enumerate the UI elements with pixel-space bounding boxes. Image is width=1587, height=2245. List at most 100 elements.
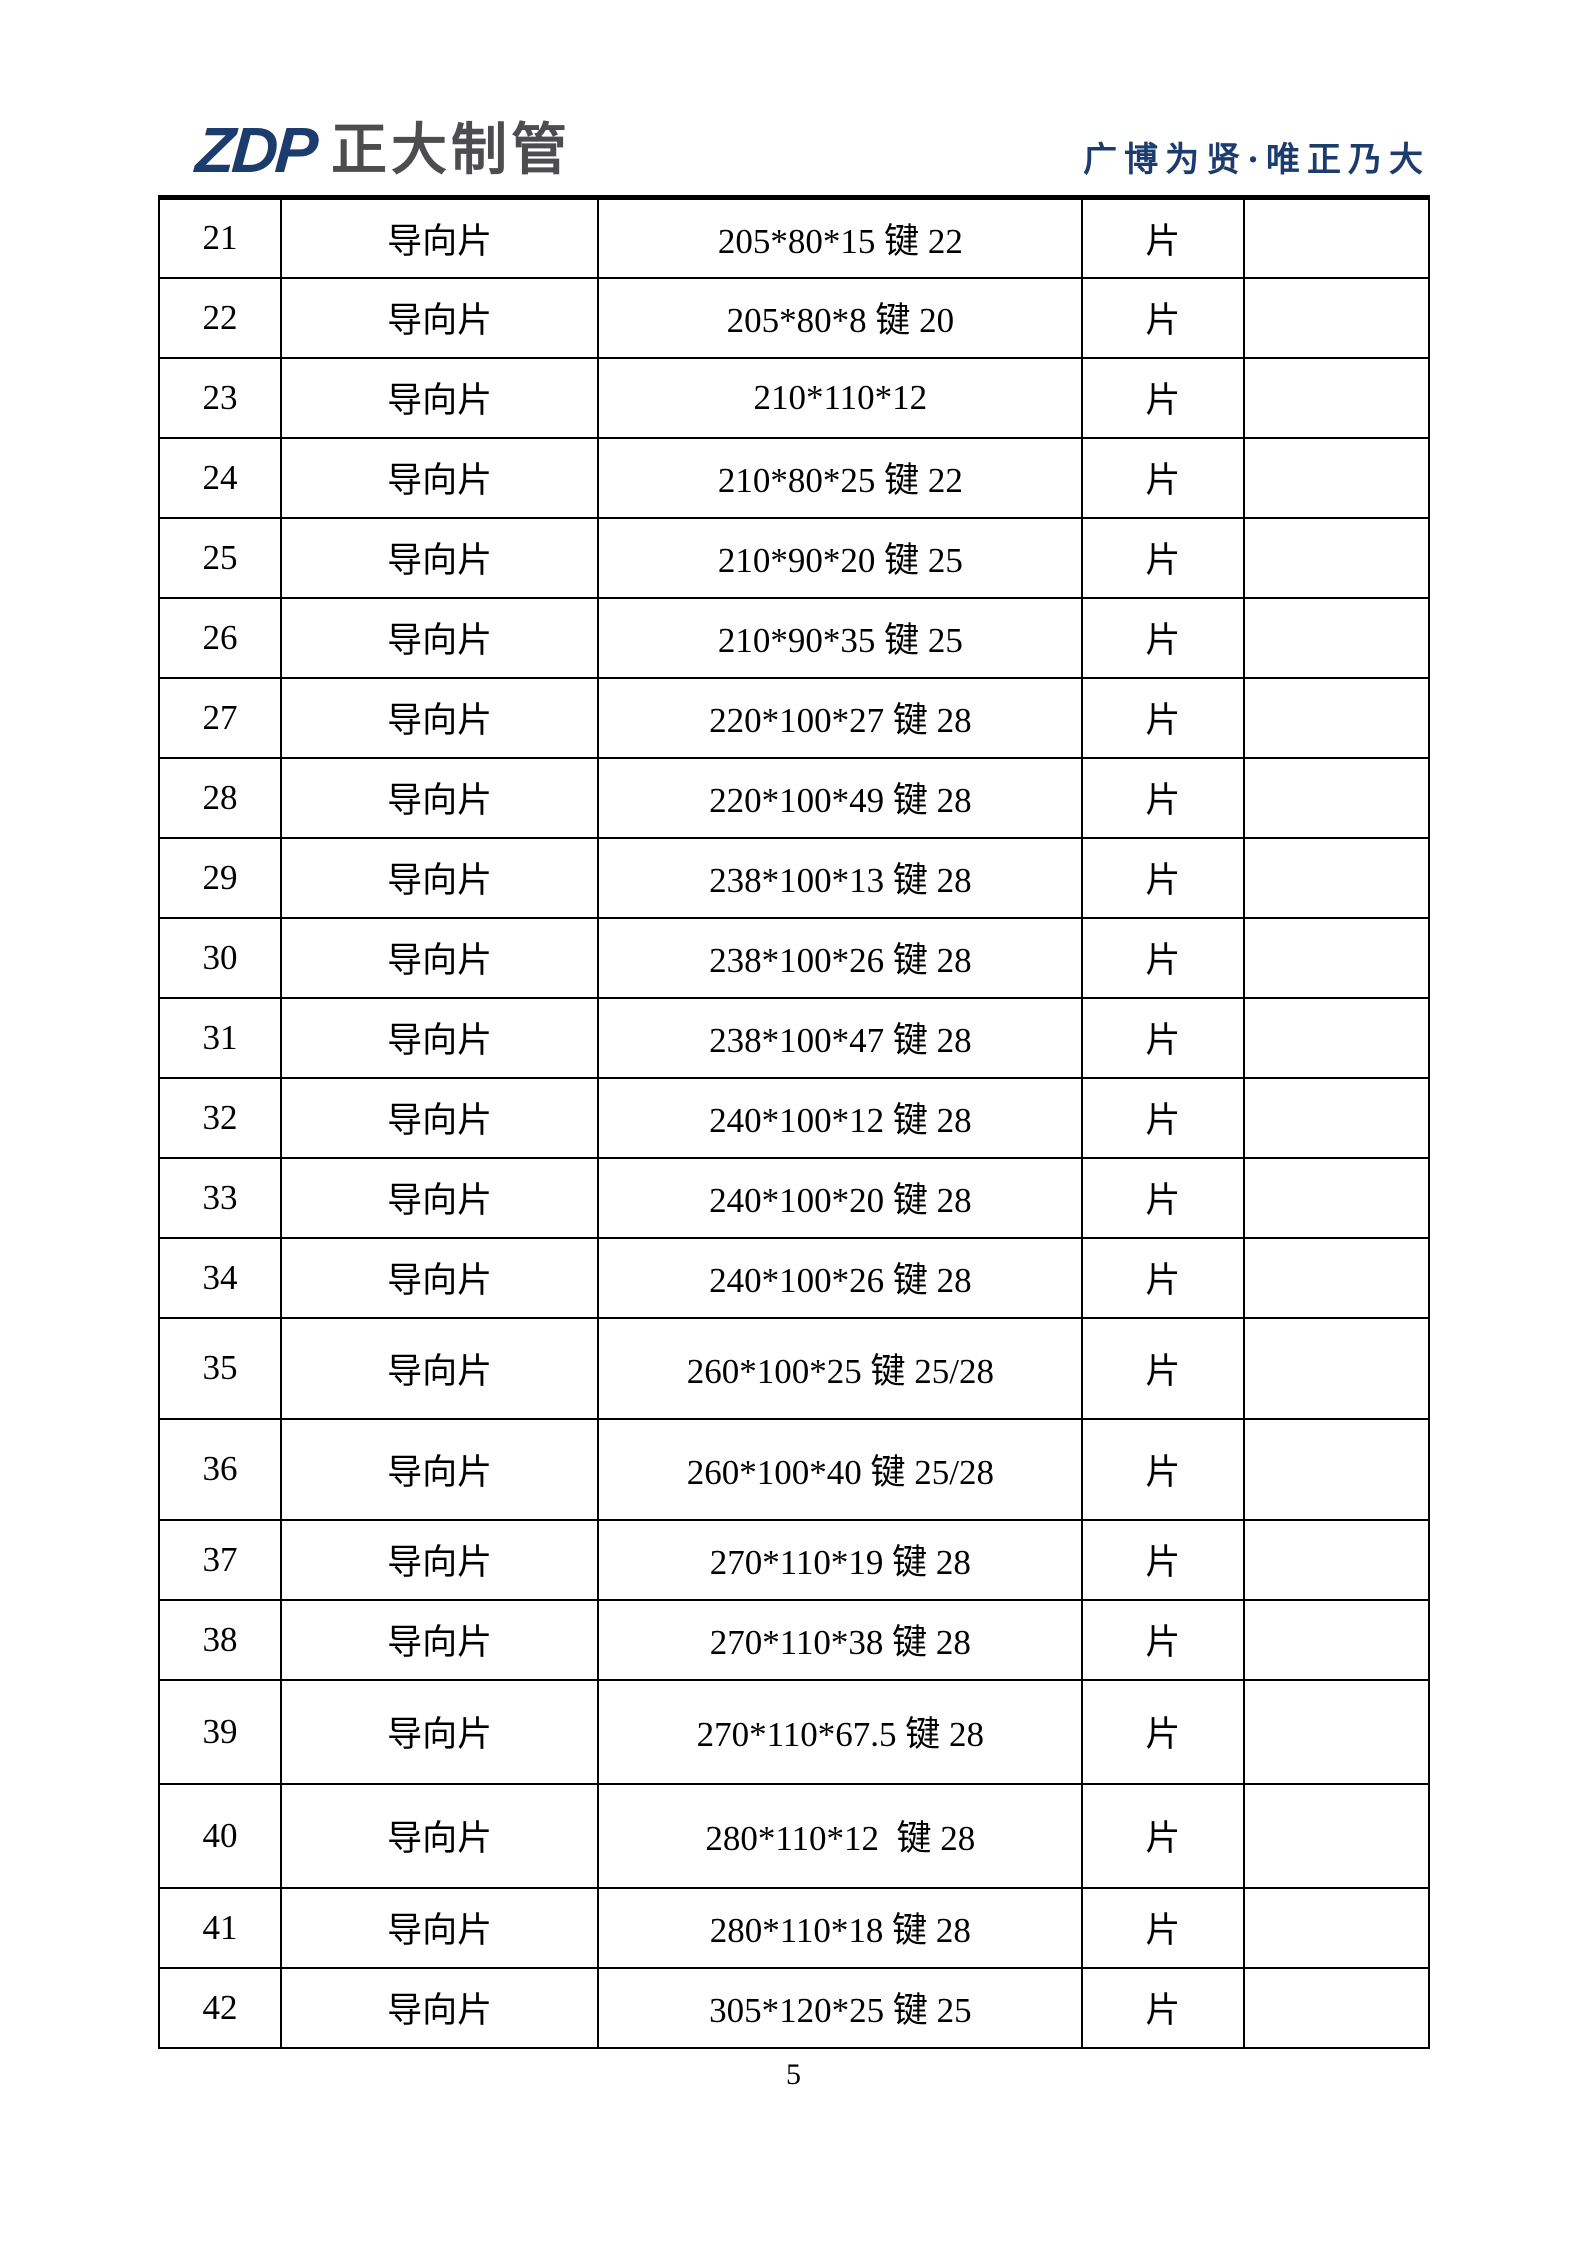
cell-note <box>1242 756 1431 839</box>
company-logo: ZDP 正大制管 <box>193 114 571 186</box>
cell-spec: 260*100*40 键 25/28 <box>597 1417 1084 1521</box>
cell-note <box>1242 1966 1431 2049</box>
cell-spec: 220*100*49 键 28 <box>597 756 1084 839</box>
cell-part-name: 导向片 <box>279 996 600 1079</box>
header-slogan: 广博为贤·唯正乃大 <box>1083 140 1430 180</box>
cell-note <box>1242 1782 1431 1889</box>
page-number: 5 <box>786 2058 801 2091</box>
cell-spec: 240*100*12 键 28 <box>597 1076 1084 1159</box>
cell-spec: 240*100*26 键 28 <box>597 1236 1084 1319</box>
cell-row-number: 37 <box>158 1518 282 1601</box>
table-row: 31 导向片 238*100*47 键 28 片 <box>158 996 1431 1079</box>
cell-unit: 片 <box>1081 676 1245 759</box>
cell-unit: 片 <box>1081 1076 1245 1159</box>
cell-part-name: 导向片 <box>279 836 600 919</box>
cell-note <box>1242 1678 1431 1785</box>
cell-spec: 238*100*26 键 28 <box>597 916 1084 999</box>
parts-table-body: 21 导向片 205*80*15 键 22 片 22 导向片 205*80*8 … <box>158 196 1431 2049</box>
cell-note <box>1242 996 1431 1079</box>
cell-row-number: 42 <box>158 1966 282 2049</box>
cell-part-name: 导向片 <box>279 276 600 359</box>
cell-row-number: 31 <box>158 996 282 1079</box>
cell-row-number: 24 <box>158 436 282 519</box>
cell-part-name: 导向片 <box>279 356 600 439</box>
cell-part-name: 导向片 <box>279 916 600 999</box>
table-row: 27 导向片 220*100*27 键 28 片 <box>158 676 1431 759</box>
cell-unit: 片 <box>1081 1156 1245 1239</box>
cell-unit: 片 <box>1081 1518 1245 1601</box>
cell-unit: 片 <box>1081 756 1245 839</box>
cell-part-name: 导向片 <box>279 1417 600 1521</box>
cell-note <box>1242 1236 1431 1319</box>
cell-note <box>1242 596 1431 679</box>
cell-row-number: 39 <box>158 1678 282 1785</box>
cell-part-name: 导向片 <box>279 1156 600 1239</box>
table-row: 30 导向片 238*100*26 键 28 片 <box>158 916 1431 999</box>
table-row: 29 导向片 238*100*13 键 28 片 <box>158 836 1431 919</box>
cell-spec: 280*110*18 键 28 <box>597 1886 1084 1969</box>
cell-note <box>1242 1156 1431 1239</box>
table-row: 26 导向片 210*90*35 键 25 片 <box>158 596 1431 679</box>
table-row: 22 导向片 205*80*8 键 20 片 <box>158 276 1431 359</box>
company-name: 正大制管 <box>331 118 571 181</box>
cell-unit: 片 <box>1081 436 1245 519</box>
cell-spec: 220*100*27 键 28 <box>597 676 1084 759</box>
cell-note <box>1242 1518 1431 1601</box>
cell-row-number: 33 <box>158 1156 282 1239</box>
cell-spec: 238*100*47 键 28 <box>597 996 1084 1079</box>
cell-unit: 片 <box>1081 276 1245 359</box>
cell-spec: 210*90*20 键 25 <box>597 516 1084 599</box>
cell-unit: 片 <box>1081 1966 1245 2049</box>
table-row: 40 导向片 280*110*12 键 28 片 <box>158 1782 1431 1889</box>
cell-part-name: 导向片 <box>279 1518 600 1601</box>
cell-row-number: 36 <box>158 1417 282 1521</box>
cell-unit: 片 <box>1081 1236 1245 1319</box>
table-row: 41 导向片 280*110*18 键 28 片 <box>158 1886 1431 1969</box>
cell-part-name: 导向片 <box>279 436 600 519</box>
cell-row-number: 22 <box>158 276 282 359</box>
cell-unit: 片 <box>1081 916 1245 999</box>
table-row: 25 导向片 210*90*20 键 25 片 <box>158 516 1431 599</box>
cell-row-number: 28 <box>158 756 282 839</box>
zdp-logo-text: ZDP <box>193 114 318 186</box>
cell-note <box>1242 276 1431 359</box>
cell-part-name: 导向片 <box>279 596 600 679</box>
table-row: 39 导向片 270*110*67.5 键 28 片 <box>158 1678 1431 1785</box>
cell-note <box>1242 196 1431 279</box>
cell-spec: 260*100*25 键 25/28 <box>597 1316 1084 1420</box>
cell-spec: 280*110*12 键 28 <box>597 1782 1084 1889</box>
cell-unit: 片 <box>1081 1886 1245 1969</box>
cell-part-name: 导向片 <box>279 1966 600 2049</box>
table-row: 35 导向片 260*100*25 键 25/28 片 <box>158 1316 1431 1420</box>
cell-row-number: 32 <box>158 1076 282 1159</box>
cell-unit: 片 <box>1081 596 1245 679</box>
cell-part-name: 导向片 <box>279 196 600 279</box>
cell-spec: 210*80*25 键 22 <box>597 436 1084 519</box>
cell-part-name: 导向片 <box>279 516 600 599</box>
cell-unit: 片 <box>1081 1782 1245 1889</box>
cell-note <box>1242 1076 1431 1159</box>
cell-unit: 片 <box>1081 516 1245 599</box>
cell-unit: 片 <box>1081 1316 1245 1420</box>
cell-spec: 270*110*38 键 28 <box>597 1598 1084 1681</box>
cell-row-number: 40 <box>158 1782 282 1889</box>
cell-note <box>1242 1316 1431 1420</box>
table-row: 38 导向片 270*110*38 键 28 片 <box>158 1598 1431 1681</box>
cell-note <box>1242 836 1431 919</box>
cell-unit: 片 <box>1081 996 1245 1079</box>
cell-spec: 270*110*19 键 28 <box>597 1518 1084 1601</box>
cell-unit: 片 <box>1081 356 1245 439</box>
cell-row-number: 23 <box>158 356 282 439</box>
cell-part-name: 导向片 <box>279 756 600 839</box>
cell-row-number: 27 <box>158 676 282 759</box>
table-row: 23 导向片 210*110*12 片 <box>158 356 1431 439</box>
cell-part-name: 导向片 <box>279 1236 600 1319</box>
table-row: 32 导向片 240*100*12 键 28 片 <box>158 1076 1431 1159</box>
cell-spec: 205*80*8 键 20 <box>597 276 1084 359</box>
cell-spec: 210*110*12 <box>597 356 1084 439</box>
cell-row-number: 41 <box>158 1886 282 1969</box>
cell-note <box>1242 516 1431 599</box>
cell-unit: 片 <box>1081 196 1245 279</box>
cell-part-name: 导向片 <box>279 1782 600 1889</box>
